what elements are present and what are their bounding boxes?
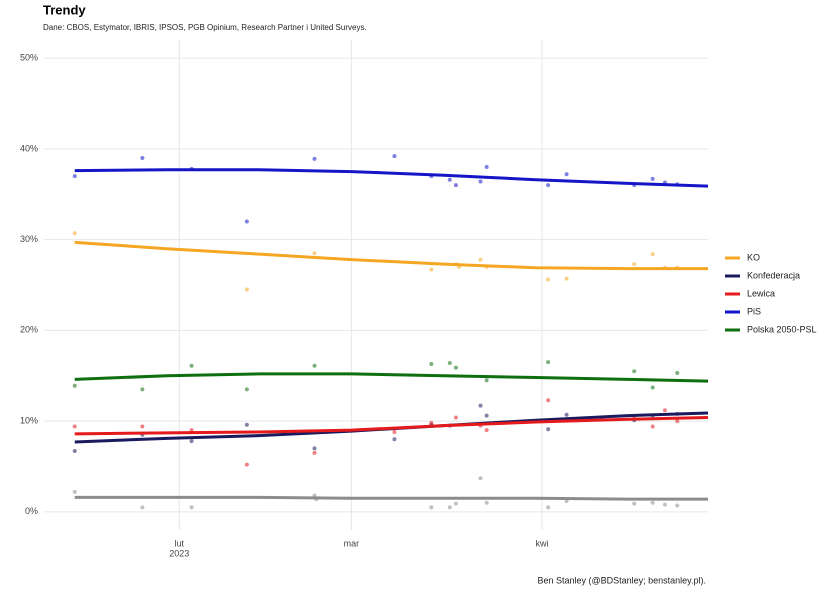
legend-label: Konfederacja [747, 270, 800, 280]
data-point [546, 505, 551, 510]
legend-label: Lewica [747, 288, 775, 298]
data-point [392, 154, 397, 159]
data-point [72, 489, 77, 494]
data-point [478, 403, 483, 408]
data-point [244, 422, 249, 427]
y-tick-label: 40% [20, 143, 38, 153]
data-point [72, 424, 77, 429]
y-tick-label: 0% [25, 506, 38, 516]
data-point [662, 408, 667, 413]
data-point [453, 415, 458, 420]
trend-line [74, 240, 708, 271]
data-point [484, 428, 489, 433]
trend-line [74, 495, 708, 501]
data-point [447, 177, 452, 182]
data-point [312, 363, 317, 368]
data-point [140, 505, 145, 510]
data-point [140, 387, 145, 392]
data-point [564, 276, 569, 281]
data-point [546, 183, 551, 188]
data-point [650, 176, 655, 181]
x-tick-label: lut [175, 538, 185, 548]
data-point [244, 287, 249, 292]
data-point [546, 360, 551, 365]
data-point [478, 476, 483, 481]
y-tick-label: 10% [20, 415, 38, 425]
data-point [650, 252, 655, 257]
data-point [675, 419, 680, 424]
y-tick-label: 50% [20, 53, 38, 63]
data-point [72, 174, 77, 179]
data-point [140, 424, 145, 429]
x-tick-label: kwi [536, 538, 549, 548]
data-point [564, 412, 569, 417]
data-point [453, 365, 458, 370]
data-point [484, 378, 489, 383]
data-point [447, 505, 452, 510]
data-point [312, 450, 317, 455]
data-point [662, 502, 667, 507]
data-point [189, 363, 194, 368]
data-point [478, 179, 483, 184]
data-point [632, 501, 637, 506]
data-point [650, 500, 655, 505]
data-point [546, 427, 551, 432]
data-point [189, 439, 194, 444]
data-point [453, 501, 458, 506]
data-point [632, 262, 637, 267]
data-point [429, 361, 434, 366]
data-point [72, 383, 77, 388]
data-point [453, 183, 458, 188]
legend-label: PiS [747, 306, 761, 316]
data-point [392, 430, 397, 434]
data-point [244, 219, 249, 224]
data-point [484, 500, 489, 505]
data-point [484, 165, 489, 170]
data-point [244, 387, 249, 392]
chart-title: Trendy [43, 2, 86, 17]
data-point [675, 503, 680, 508]
data-point [484, 413, 489, 418]
data-point [72, 231, 77, 236]
data-point [546, 277, 551, 282]
legend-label: KO [747, 252, 760, 262]
data-point [312, 251, 317, 256]
chart-subtitle: Dane: CBOS, Estymator, IBRIS, IPSOS, PGB… [43, 23, 367, 32]
data-point [72, 449, 77, 454]
data-point [429, 505, 434, 510]
data-point [632, 369, 637, 374]
data-point [244, 462, 249, 467]
data-point [546, 398, 551, 403]
data-point [312, 446, 317, 451]
chart-caption: Ben Stanley (@BDStanley; benstanley.pl). [537, 575, 706, 585]
data-point [478, 257, 483, 262]
data-point [392, 437, 397, 442]
trend-line [74, 168, 709, 188]
legend-label: Polska 2050-PSL [747, 324, 817, 334]
trend-line [74, 415, 709, 436]
y-tick-label: 20% [20, 325, 38, 335]
y-tick-label: 30% [20, 234, 38, 244]
data-point [447, 361, 452, 366]
x-tick-sublabel: 2023 [169, 548, 189, 558]
data-point [650, 385, 655, 390]
data-point [429, 420, 434, 425]
data-point [312, 156, 317, 161]
data-point [650, 424, 655, 429]
data-point [140, 155, 145, 160]
data-point [675, 371, 680, 376]
x-tick-label: mar [344, 538, 360, 548]
data-point [429, 267, 434, 272]
data-point [564, 172, 569, 177]
data-point [189, 505, 194, 510]
trend-line [74, 372, 709, 383]
